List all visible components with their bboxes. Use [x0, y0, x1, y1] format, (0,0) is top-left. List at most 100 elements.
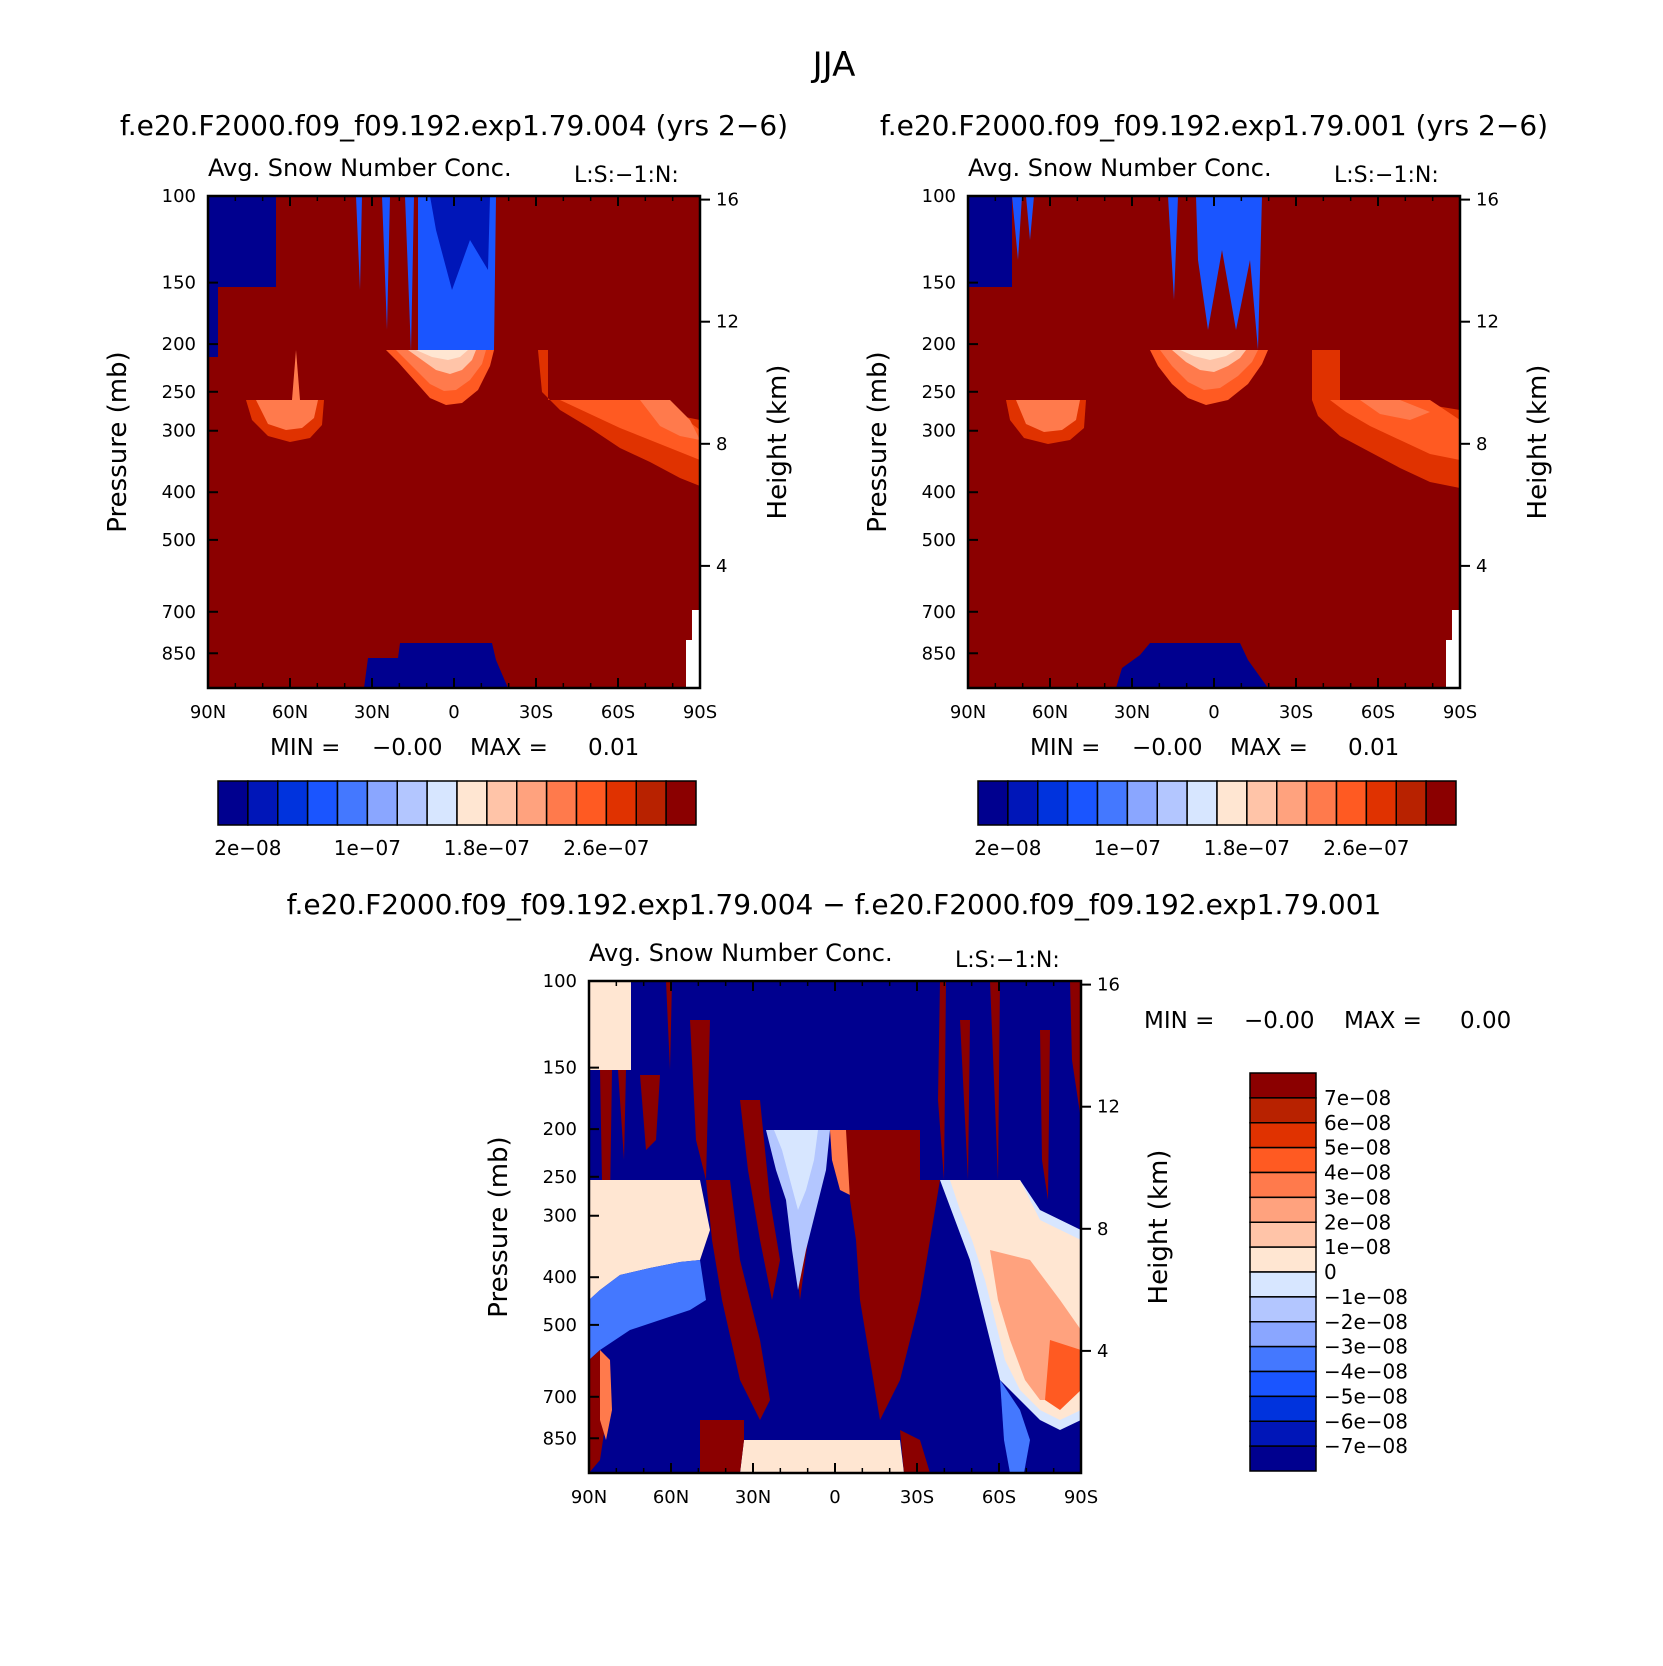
y-tick-label: 500 [162, 530, 196, 551]
colorbar-box [1186, 780, 1218, 826]
panel-c-title: Avg. Snow Number Conc. [589, 939, 893, 967]
diff-title: f.e20.F2000.f09_f09.192.exp1.79.004 − f.… [287, 888, 1382, 921]
y-tick-label: 100 [162, 186, 196, 207]
colorbar-label: 7e−08 [1324, 1086, 1391, 1110]
panel-a-max-label: MAX = [470, 735, 548, 761]
y-right-tick-label: 4 [1476, 556, 1487, 577]
colorbar-box [1249, 1097, 1317, 1124]
panel-b: 90N 60N 30N 0 30S 60S 90S 100 150 200 250 300 400 500… [863, 154, 1553, 860]
panel-c-y-label: Pressure (mb) [484, 1136, 514, 1317]
y-tick-label: 500 [922, 530, 956, 551]
polar-streaks [1012, 196, 1034, 260]
colorbar-label: −2e−08 [1324, 1310, 1408, 1334]
colorbar-box [1249, 1221, 1317, 1248]
colorbar-box [1395, 780, 1427, 826]
colorbar-box [366, 780, 398, 826]
nh-midlat-anvil-inner [1016, 400, 1080, 432]
panel-b-max-value: 0.01 [1348, 735, 1399, 761]
colorbar-label: 1e−07 [1094, 836, 1161, 860]
tropical-anvil-inner [1172, 350, 1246, 372]
colorbar-label: 0 [1324, 1260, 1337, 1284]
x-tick-label: 30S [519, 702, 553, 723]
x-tick-label: 90N [571, 1487, 607, 1508]
colorbar-label: 2.6e−07 [1323, 836, 1409, 860]
y-right-tick-label: 12 [1476, 312, 1499, 333]
y-right-tick-label: 4 [1097, 1341, 1108, 1362]
colorbar-box [516, 780, 548, 826]
panel-c: 90N 60N 30N 0 30S 60S 90S 100 150 200 250 300 400 500… [484, 939, 1511, 1508]
nh-upper-red-streaks [600, 981, 710, 1200]
subtropical-red-columns [706, 1100, 808, 1420]
y-tick-label: 200 [162, 334, 196, 355]
nh-polar-surface-orange [600, 1350, 612, 1440]
x-tick-label: 30S [1279, 702, 1313, 723]
colorbar-label: −6e−08 [1324, 1409, 1408, 1433]
colorbar-label: −5e−08 [1324, 1384, 1408, 1408]
x-tick-label: 30N [354, 702, 390, 723]
colorbar-box [1096, 780, 1129, 826]
colorbar-label: −3e−08 [1324, 1335, 1408, 1359]
colorbar-box [1276, 780, 1308, 826]
upper-navy-streaks [430, 196, 490, 290]
colorbar-box [396, 780, 428, 826]
y-tick-label: 400 [162, 482, 196, 503]
colorbar-box [1037, 780, 1069, 826]
colorbar-label: 1.8e−07 [444, 836, 530, 860]
y-tick-label: 250 [922, 382, 956, 403]
colorbar-box [1249, 1122, 1317, 1149]
panel-c-max-label: MAX = [1344, 1008, 1422, 1034]
colorbar-box [545, 780, 578, 826]
panel-c-field [589, 981, 1081, 1473]
colorbar-box [1249, 1395, 1317, 1422]
sh-polar-surface-gap [686, 610, 700, 688]
tropical-upper-red-block [846, 1130, 940, 1420]
colorbar-label: 1.8e−07 [1204, 836, 1290, 860]
polar-gap-region [208, 287, 218, 357]
x-tick-label: 30N [735, 1487, 771, 1508]
panel-a-title: Avg. Snow Number Conc. [208, 154, 512, 182]
colorbar-box [1249, 1321, 1317, 1348]
colorbar-box [1156, 780, 1188, 826]
panel-a-min-value: −0.00 [372, 735, 442, 761]
colorbar-box [1249, 1171, 1317, 1199]
sh-surface-blue-tongue [1000, 1380, 1030, 1473]
panel-c-side-label: L:S:−1:N: [955, 948, 1060, 973]
y-tick-label: 700 [543, 1387, 577, 1408]
colorbar-box [1066, 780, 1099, 826]
y-tick-label: 150 [543, 1058, 577, 1079]
sh-midlat-anvil-mid [1330, 400, 1460, 460]
colorbar-label: −1e−08 [1324, 1285, 1408, 1309]
colorbar-box [1249, 1445, 1317, 1472]
panel-a-colorbar: 2e−08 1e−07 1.8e−07 2.6e−07 [214, 780, 697, 860]
colorbar-box [1249, 1370, 1317, 1398]
colorbar-box [1007, 780, 1039, 826]
y-right-tick-label: 8 [1097, 1219, 1108, 1240]
colorbar-box [1126, 780, 1158, 826]
main-title: JJA [811, 45, 856, 85]
y-tick-label: 400 [922, 482, 956, 503]
colorbar-box [1425, 780, 1457, 826]
x-tick-label: 90S [683, 702, 717, 723]
y-tick-label: 300 [922, 421, 956, 442]
colorbar-box [217, 780, 249, 826]
y-tick-label: 300 [162, 421, 196, 442]
sh-upper-red-streaks [938, 981, 1081, 1200]
panel-b-min-value: −0.00 [1132, 735, 1202, 761]
panel-b-side-label: L:S:−1:N: [1334, 163, 1439, 188]
y-tick-label: 500 [543, 1315, 577, 1336]
colorbar-box [605, 780, 637, 826]
y-tick-label: 150 [162, 273, 196, 294]
colorbar-label: 2e−08 [1324, 1210, 1391, 1234]
panel-b-min-label: MIN = [1030, 735, 1100, 761]
colorbar-label: 2e−08 [214, 836, 281, 860]
y-tick-label: 100 [543, 971, 577, 992]
x-tick-label: 0 [1208, 702, 1219, 723]
sh-polar-surface-gap [1446, 610, 1460, 688]
colorbar-label: −7e−08 [1324, 1434, 1408, 1458]
y-tick-label: 400 [543, 1267, 577, 1288]
colorbar-label: 2e−08 [974, 836, 1041, 860]
colorbar-box [486, 780, 518, 826]
colorbar-box [1249, 1345, 1317, 1373]
polar-stratosphere-region [208, 196, 276, 287]
